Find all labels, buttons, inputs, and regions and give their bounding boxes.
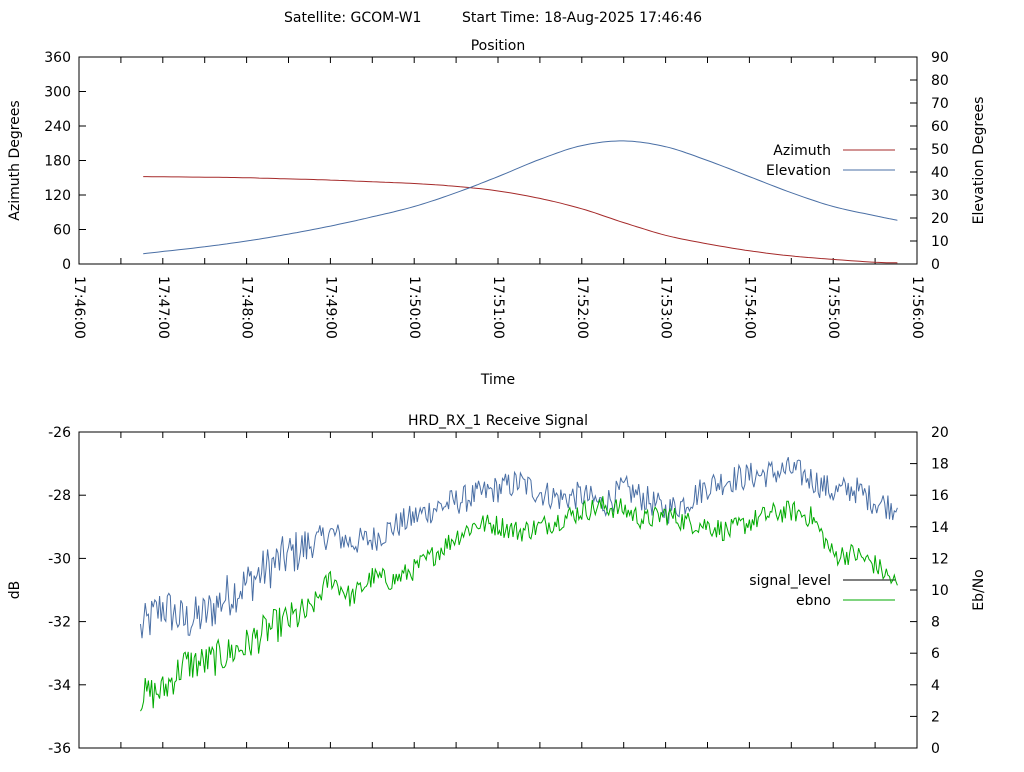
y2-tick-label: 50 bbox=[931, 142, 949, 158]
y2-tick-label: 16 bbox=[931, 488, 949, 504]
y-tick-label: -36 bbox=[48, 741, 71, 757]
x-tick-label: 17:46:00 bbox=[71, 276, 87, 339]
y2-tick-label: 14 bbox=[931, 520, 949, 536]
y-tick-label: 120 bbox=[44, 188, 71, 204]
y-tick-label: -30 bbox=[48, 551, 71, 567]
x-tick-label: 17:54:00 bbox=[741, 276, 757, 339]
y2-tick-label: 0 bbox=[931, 741, 940, 757]
y-axis-label: dB bbox=[7, 581, 23, 600]
x-tick-label: 17:56:00 bbox=[909, 276, 925, 339]
series-line-Elevation bbox=[143, 140, 898, 255]
y2-axis-label: Eb/No bbox=[971, 569, 987, 611]
header-satellite: Satellite: GCOM-W1 bbox=[284, 10, 421, 26]
x-tick-label: 17:53:00 bbox=[658, 276, 674, 339]
series-line-ebno bbox=[140, 496, 898, 712]
y2-tick-label: 10 bbox=[931, 234, 949, 250]
x-tick-label: 17:48:00 bbox=[239, 276, 255, 339]
y-tick-label: -34 bbox=[48, 678, 71, 694]
chart-title: Position bbox=[471, 38, 526, 54]
y2-tick-label: 18 bbox=[931, 457, 949, 473]
chart-title: HRD_RX_1 Receive Signal bbox=[408, 413, 588, 429]
y-tick-label: -26 bbox=[48, 425, 71, 441]
series-line-Azimuth bbox=[143, 176, 898, 264]
x-tick-label: 17:49:00 bbox=[322, 276, 338, 339]
y2-tick-label: 2 bbox=[931, 709, 940, 725]
y2-tick-label: 60 bbox=[931, 119, 949, 135]
plot-frame bbox=[78, 56, 918, 265]
x-tick-label: 17:52:00 bbox=[574, 276, 590, 339]
position-chart: Position 17:46:00 17:47:00 17:48:00 17:49:00… bbox=[7, 38, 987, 388]
y2-tick-label: 90 bbox=[931, 50, 949, 66]
y2-tick-label: 30 bbox=[931, 188, 949, 204]
y-tick-label: -28 bbox=[48, 488, 71, 504]
x-tick-label: 17:50:00 bbox=[406, 276, 422, 339]
y2-tick-label: 4 bbox=[931, 678, 940, 694]
y2-tick-label: 70 bbox=[931, 96, 949, 112]
y-tick-label: 300 bbox=[44, 85, 71, 101]
x-tick-label: 17:51:00 bbox=[490, 276, 506, 339]
receive-signal-chart: HRD_RX_1 Receive Signal -36 -34 -32 -30 -28 -2… bbox=[7, 413, 987, 757]
legend-label-signal_level: signal_level bbox=[749, 573, 831, 589]
y-tick-label: 240 bbox=[44, 119, 71, 135]
x-tick-label: 17:47:00 bbox=[155, 276, 171, 339]
y2-tick-label: 8 bbox=[931, 615, 940, 631]
y2-tick-label: 40 bbox=[931, 165, 949, 181]
x-tick-label: 17:55:00 bbox=[825, 276, 841, 339]
y2-tick-label: 10 bbox=[931, 583, 949, 599]
legend-label-ebno: ebno bbox=[796, 593, 831, 609]
y2-tick-label: 0 bbox=[931, 257, 940, 273]
y-tick-label: -32 bbox=[48, 615, 71, 631]
header-start-time: Start Time: 18-Aug-2025 17:46:46 bbox=[462, 10, 702, 26]
y2-tick-label: 12 bbox=[931, 551, 949, 567]
y2-axis-label: Elevation Degrees bbox=[971, 97, 987, 225]
legend-label-Azimuth: Azimuth bbox=[773, 143, 831, 159]
y-tick-label: 360 bbox=[44, 50, 71, 66]
series-line-signal_level bbox=[140, 457, 898, 639]
plot-frame bbox=[78, 431, 918, 749]
legend-label-Elevation: Elevation bbox=[766, 163, 831, 179]
y2-tick-label: 20 bbox=[931, 425, 949, 441]
y-tick-label: 0 bbox=[62, 257, 71, 273]
y-axis-label: Azimuth Degrees bbox=[7, 100, 23, 220]
y2-tick-label: 20 bbox=[931, 211, 949, 227]
y2-tick-label: 80 bbox=[931, 73, 949, 89]
x-axis-label: Time bbox=[480, 372, 515, 388]
y-tick-label: 60 bbox=[53, 223, 71, 239]
y-tick-label: 180 bbox=[44, 154, 71, 170]
y2-tick-label: 6 bbox=[931, 646, 940, 662]
